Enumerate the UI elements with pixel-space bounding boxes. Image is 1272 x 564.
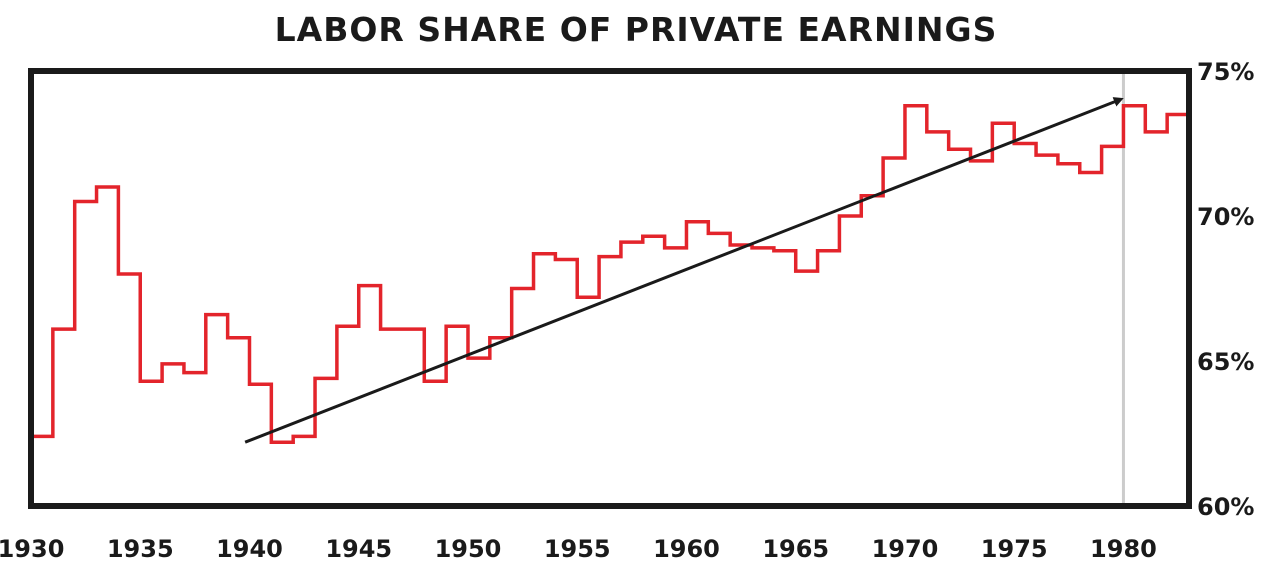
trend-arrow [244,97,1124,444]
x-tick-label: 1975 [981,535,1048,563]
y-tick-label: 65% [1197,348,1254,376]
x-tick-label: 1980 [1090,535,1157,563]
y-tick-label: 70% [1197,203,1254,231]
x-tick-label: 1935 [107,535,174,563]
y-tick-label: 75% [1197,58,1254,86]
y-tick-label: 60% [1197,493,1254,521]
x-tick-label: 1940 [216,535,283,563]
chart-title: LABOR SHARE OF PRIVATE EARNINGS [274,10,998,49]
plot-frame [28,68,1192,509]
x-tick-label: 1930 [0,535,64,563]
series-line-labor-share [29,104,1189,506]
x-tick-label: 1965 [762,535,829,563]
x-tick-label: 1945 [325,535,392,563]
x-tick-label: 1955 [544,535,611,563]
x-tick-label: 1970 [872,535,939,563]
x-tick-label: 1960 [653,535,720,563]
x-tick-label: 1950 [435,535,502,563]
